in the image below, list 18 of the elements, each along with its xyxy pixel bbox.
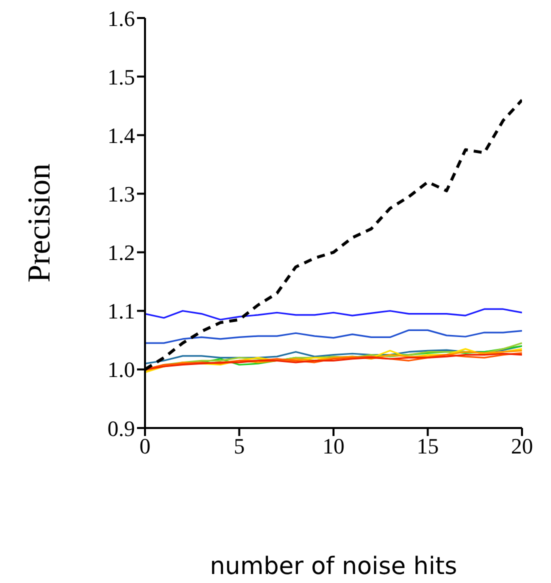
- y-tick-label: 1.6: [108, 6, 135, 31]
- y-tick-label: 0.9: [108, 416, 135, 441]
- y-tick-label: 1.2: [108, 240, 135, 266]
- x-axis-title: number of noise hits: [210, 552, 458, 580]
- y-tick-label: 1.3: [108, 182, 135, 207]
- x-tick-label: 5: [234, 434, 245, 459]
- y-tick-label: 1.1: [108, 298, 135, 324]
- x-tick-label: 15: [416, 434, 439, 459]
- line-series: [145, 308, 522, 320]
- y-tick-label: 1.5: [108, 64, 135, 90]
- x-tick-label: 20: [511, 434, 533, 459]
- y-tick-label: 1.0: [108, 357, 135, 382]
- y-axis-title: Precision: [20, 163, 56, 283]
- line-series: [145, 345, 522, 364]
- line-series: [145, 329, 522, 344]
- y-tick-label: 1.4: [108, 122, 135, 148]
- x-tick-label: 10: [322, 434, 344, 459]
- x-tick-label: 0: [140, 434, 150, 459]
